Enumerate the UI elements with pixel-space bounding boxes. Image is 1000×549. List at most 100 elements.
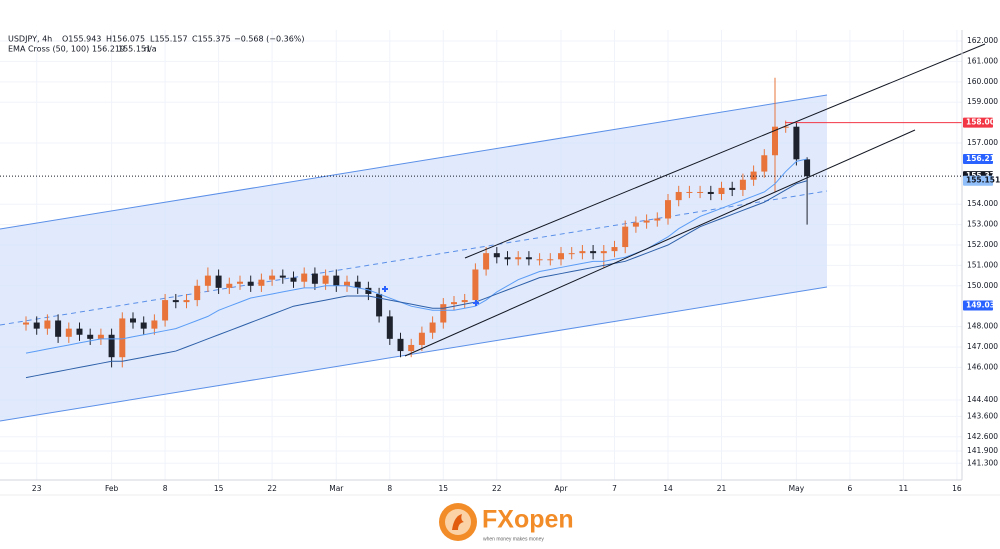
price-badge	[963, 153, 993, 164]
y-tick-label: 159.000	[967, 97, 998, 106]
candle-body	[761, 155, 768, 172]
y-tick-label: 151.000	[967, 260, 998, 269]
candle-body	[536, 259, 543, 261]
candle-body	[365, 287, 372, 294]
x-tick-label: 11	[899, 484, 909, 493]
price-badge	[963, 117, 993, 128]
candle-body	[729, 187, 736, 190]
candle-body	[354, 281, 361, 288]
candle-body	[397, 338, 404, 352]
indicator-slow: 155.151	[118, 45, 151, 54]
y-tick-label: 154.000	[967, 199, 998, 208]
trend-line	[404, 129, 916, 357]
candle-body	[493, 253, 500, 258]
candle-body	[451, 302, 457, 305]
y-tick-label: 160.000	[967, 77, 998, 86]
candle-body	[472, 269, 479, 301]
candle-body	[665, 200, 671, 219]
candle-body	[793, 126, 800, 160]
candle-body	[204, 275, 211, 286]
x-tick-label: 6	[848, 484, 853, 493]
legend-symbol: USDJPY, 4h	[8, 35, 52, 44]
candle-body	[151, 320, 158, 329]
candle-body	[386, 316, 393, 339]
x-tick-label: 22	[267, 484, 277, 493]
candle-body	[600, 251, 607, 254]
candle-body	[333, 275, 340, 286]
candle-body	[440, 304, 447, 323]
y-tick-label: 141.300	[967, 458, 998, 467]
y-tick-label: 147.000	[967, 342, 998, 351]
price-badge	[963, 300, 993, 311]
candle-body	[611, 247, 618, 252]
x-tick-label: Mar	[329, 484, 344, 493]
indicator-fast: 156.219	[92, 45, 125, 54]
y-tick-label: 146.000	[967, 362, 998, 371]
candle-body	[632, 222, 639, 227]
candle-body	[418, 332, 425, 345]
candle-body	[772, 126, 778, 156]
candle-body	[739, 179, 746, 190]
price-badge-label: 155.151	[966, 176, 1000, 185]
trend-line	[464, 43, 986, 259]
candle-body	[215, 275, 222, 288]
y-tick-label: 143.600	[967, 411, 998, 420]
y-tick-label: 157.000	[967, 138, 998, 147]
candle-body	[279, 275, 286, 278]
candle-body	[504, 257, 511, 260]
candle-body	[194, 285, 201, 301]
y-tick-label: 162.000	[967, 36, 998, 45]
logo-brand: FXopen	[482, 506, 574, 534]
candle-body	[140, 322, 147, 329]
candle-body	[311, 273, 318, 284]
plot	[0, 77, 962, 379]
candle-body	[707, 191, 714, 195]
indicator-extra: n/a	[144, 45, 157, 54]
candle-body	[515, 257, 522, 260]
candle-body	[547, 259, 554, 261]
legend-change: −0.568 (−0.36%)	[234, 35, 305, 44]
y-tick-label: 161.000	[967, 56, 998, 65]
legend-low: L155.157	[150, 35, 188, 44]
candle-body	[247, 281, 254, 286]
candle-body	[568, 253, 575, 255]
ema-line	[25, 158, 808, 354]
candle-body	[97, 334, 104, 339]
candle-body	[183, 300, 190, 303]
y-tick-label: 142.600	[967, 432, 998, 441]
candle-body	[461, 300, 468, 303]
x-tick-label: 21	[717, 484, 727, 493]
candle-body	[344, 281, 350, 286]
candle-body	[258, 279, 265, 286]
candle-body	[429, 322, 436, 333]
candle-body	[76, 328, 83, 335]
x-tick-label: 15	[439, 484, 449, 493]
x-tick-label: 8	[387, 484, 392, 493]
legend-close: C155.375	[192, 35, 231, 44]
y-tick-label: 152.000	[967, 240, 998, 249]
x-tick-label: 16	[952, 484, 962, 493]
candle-body	[108, 334, 115, 358]
x-tick-label: 22	[492, 484, 502, 493]
ema-line	[25, 180, 808, 379]
channel-top	[0, 94, 828, 230]
y-tick-label: 150.000	[967, 281, 998, 290]
y-tick-label: 144.400	[967, 395, 998, 404]
indicator-name: EMA Cross (50, 100)	[8, 45, 89, 54]
candle-body	[322, 275, 329, 284]
price-badge-label: 158.000	[966, 118, 1000, 127]
channel-bottom	[0, 286, 828, 422]
price-badge	[963, 175, 993, 186]
candle-body	[750, 171, 757, 180]
candle-body	[33, 322, 40, 329]
x-tick-label: 7	[612, 484, 617, 493]
y-tick-label: 153.000	[967, 220, 998, 229]
candle-body	[804, 159, 811, 177]
candle-body	[172, 300, 179, 303]
legend-open: O155.943	[62, 35, 101, 44]
candle-body	[408, 344, 415, 352]
axis-labels: 162.000 161.000 160.000 159.000 157.000 154.0…	[32, 36, 1000, 493]
candle-body	[718, 187, 725, 195]
x-tick-label: Feb	[105, 484, 119, 493]
